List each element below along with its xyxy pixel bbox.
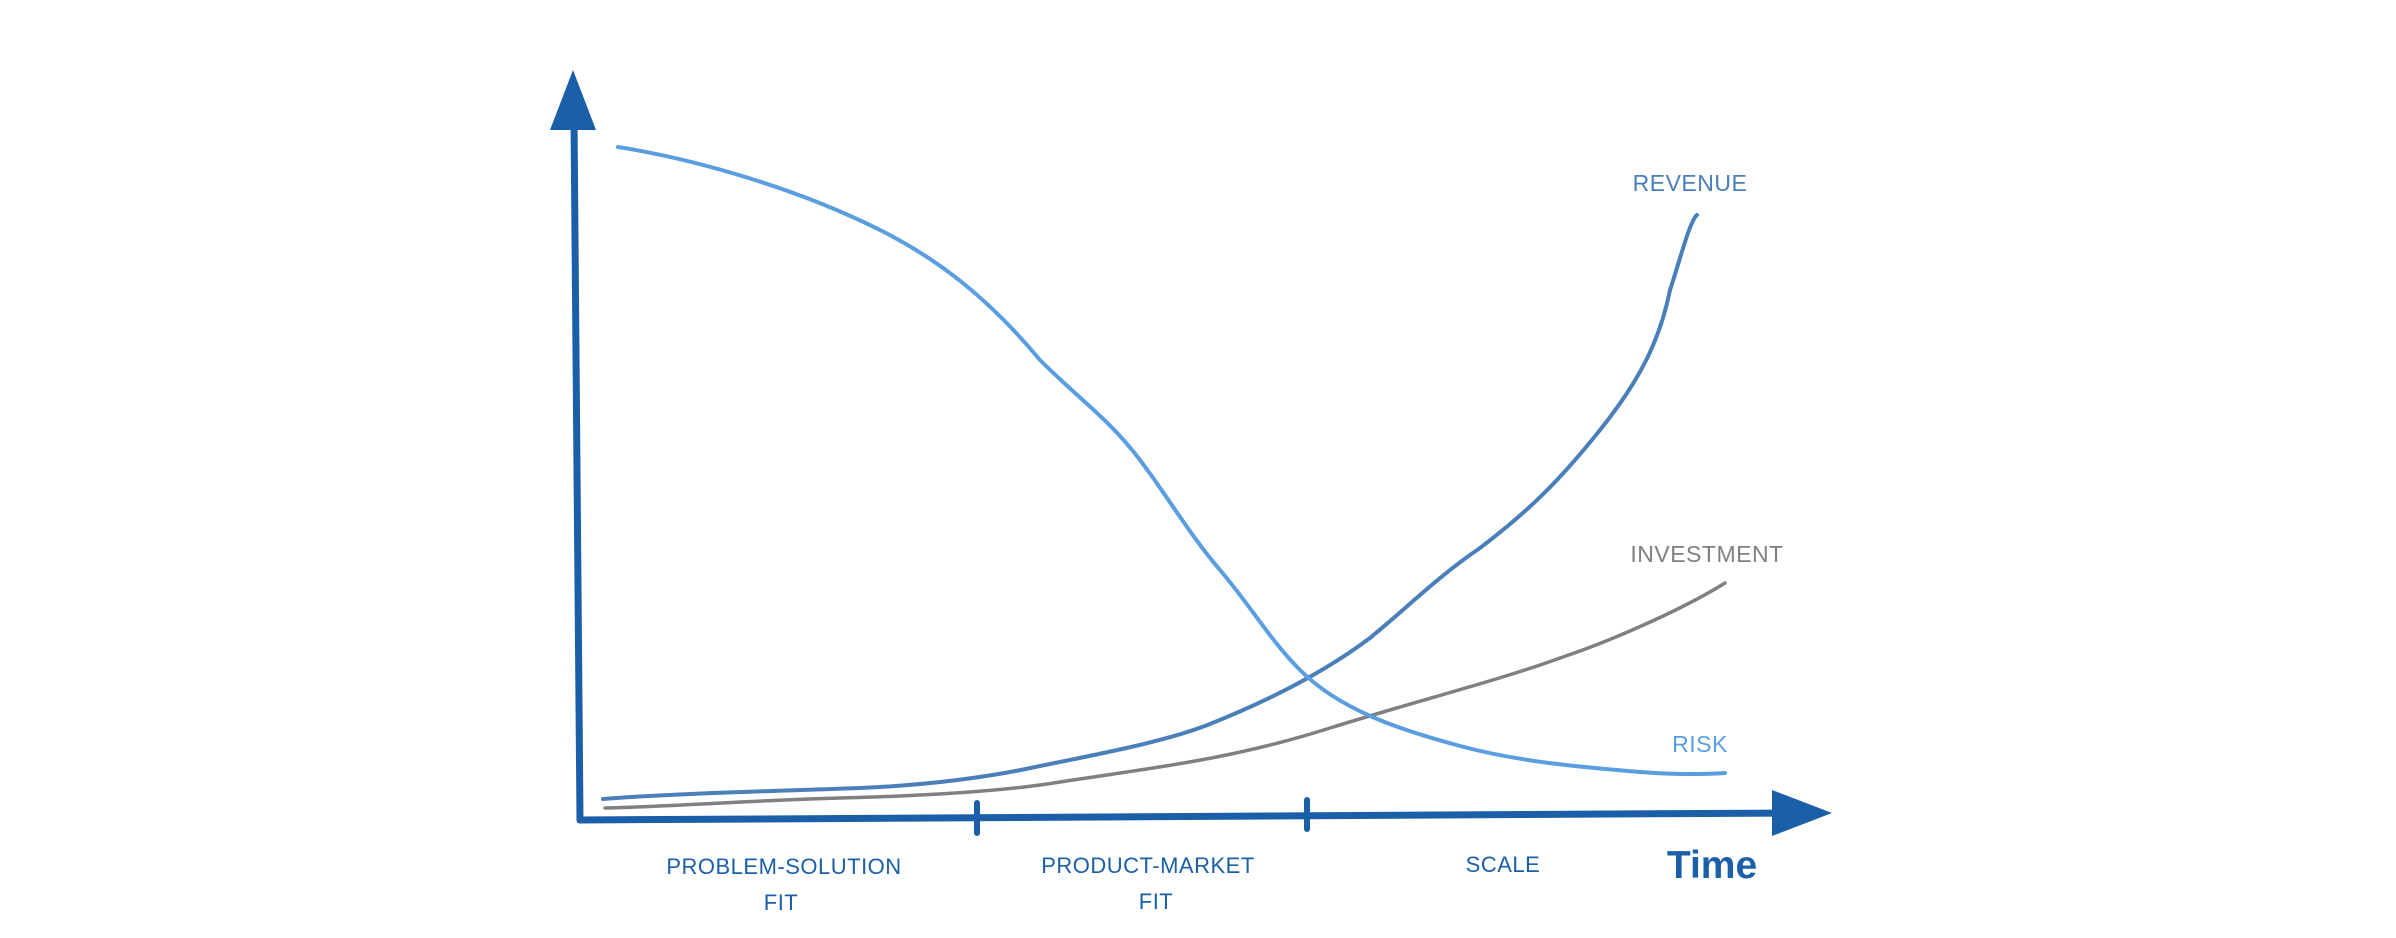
- phase-1-label-line2: FIT: [764, 890, 799, 915]
- y-axis-line: [570, 116, 584, 824]
- investment-label: INVESTMENT: [1630, 541, 1783, 567]
- x-axis-title: Time: [1667, 844, 1757, 887]
- risk-label: RISK: [1672, 731, 1728, 757]
- risk-curve: [616, 145, 1727, 776]
- revenue-curve: [601, 213, 1699, 801]
- x-axis-line: [576, 809, 1794, 824]
- phase-3-label: SCALE: [1466, 852, 1541, 877]
- investment-curve: [603, 581, 1727, 810]
- x-axis-arrowhead: [1772, 790, 1832, 836]
- phase-2-label-line1: PRODUCT-MARKET: [1041, 853, 1255, 878]
- revenue-label: REVENUE: [1633, 170, 1748, 196]
- phase-2-label-line2: FIT: [1139, 889, 1174, 914]
- y-axis-arrowhead: [550, 70, 596, 130]
- phase-1-label-line1: PROBLEM-SOLUTION: [666, 854, 901, 879]
